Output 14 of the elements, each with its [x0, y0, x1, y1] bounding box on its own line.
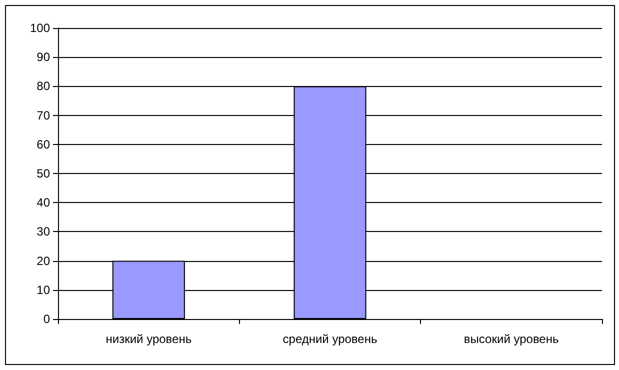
y-tick-label: 60: [36, 137, 50, 152]
y-tick-label: 100: [30, 21, 50, 35]
y-tick-label: 90: [36, 50, 50, 64]
y-tick-label: 20: [36, 254, 50, 268]
y-tick-label: 40: [36, 196, 50, 210]
y-tick-label: 70: [36, 108, 50, 122]
y-tick-label: 10: [36, 282, 50, 297]
y-tick-label: 30: [36, 224, 50, 239]
x-tick-label: средний уровень: [282, 332, 378, 346]
y-tick-label: 80: [36, 79, 50, 94]
y-tick-label: 0: [43, 312, 50, 326]
y-tick-label: 50: [36, 166, 50, 180]
x-tick-label: высокий уровень: [464, 332, 559, 346]
x-tick-label: низкий уровень: [106, 332, 192, 346]
